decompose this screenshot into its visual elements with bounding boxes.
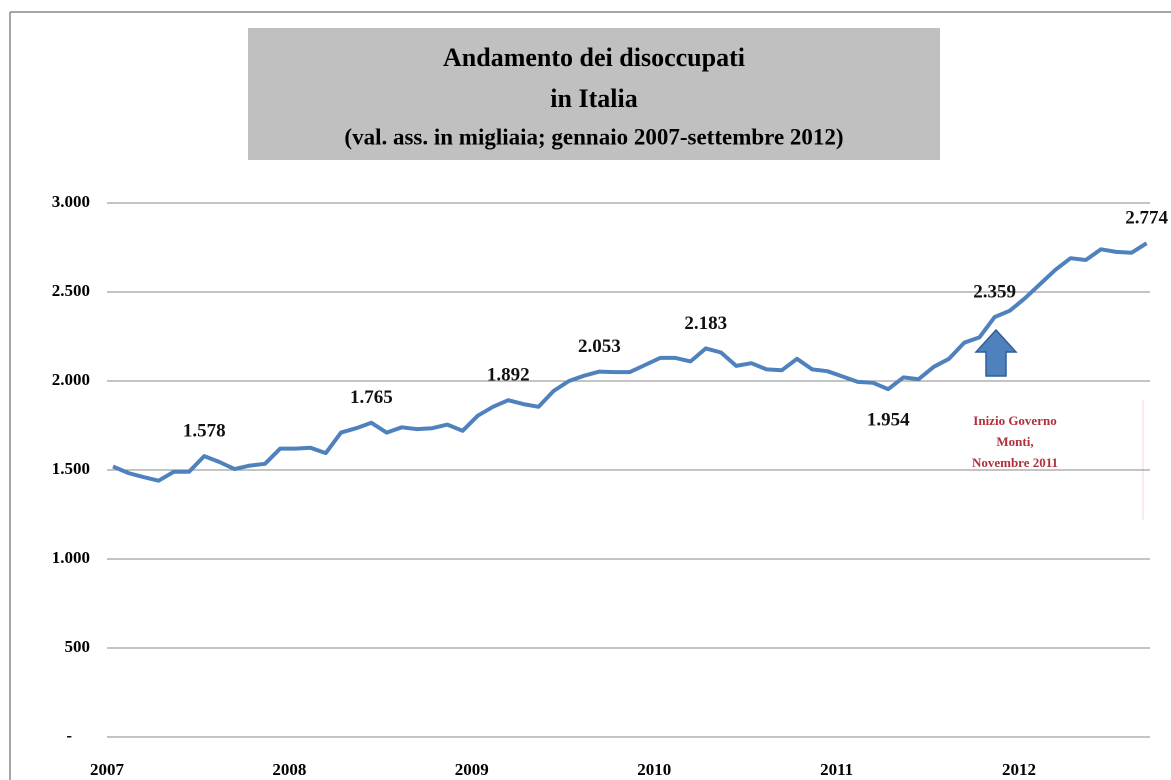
x-tick-label: 2008 bbox=[272, 760, 306, 779]
x-tick-label: 2011 bbox=[820, 760, 853, 779]
y-tick-label: 2.000 bbox=[52, 370, 90, 389]
chart-title: Andamento dei disoccupati bbox=[443, 43, 745, 72]
y-tick-label: 2.500 bbox=[52, 281, 90, 300]
data-label: 1.954 bbox=[867, 410, 910, 431]
data-label: 1.578 bbox=[183, 420, 226, 441]
y-tick-label: - bbox=[66, 726, 72, 745]
x-tick-label: 2009 bbox=[455, 760, 489, 779]
chart-subtitle: (val. ass. in migliaia; gennaio 2007-set… bbox=[344, 124, 843, 149]
title-box bbox=[248, 28, 940, 160]
annotation: Novembre 2011 bbox=[972, 455, 1058, 470]
annotation: Monti, bbox=[996, 434, 1033, 449]
x-tick-label: 2012 bbox=[1002, 760, 1036, 779]
y-tick-label: 3.000 bbox=[52, 192, 90, 211]
y-tick-label: 1.500 bbox=[52, 459, 90, 478]
x-tick-label: 2007 bbox=[90, 760, 125, 779]
annotation: Inizio Governo bbox=[973, 413, 1056, 428]
chart-title: in Italia bbox=[550, 84, 637, 113]
data-label: 1.765 bbox=[350, 387, 393, 408]
data-label: 2.053 bbox=[578, 336, 621, 357]
data-label: 2.359 bbox=[973, 281, 1016, 302]
x-tick-label: 2010 bbox=[637, 760, 671, 779]
line-series bbox=[112, 241, 1148, 483]
data-label: 2.183 bbox=[684, 313, 727, 334]
annotation-arrow bbox=[974, 328, 1018, 377]
data-label: 2.774 bbox=[1125, 208, 1168, 229]
data-label: 1.892 bbox=[487, 365, 530, 386]
y-tick-label: 1.000 bbox=[52, 548, 90, 567]
y-tick-label: 500 bbox=[65, 637, 91, 656]
